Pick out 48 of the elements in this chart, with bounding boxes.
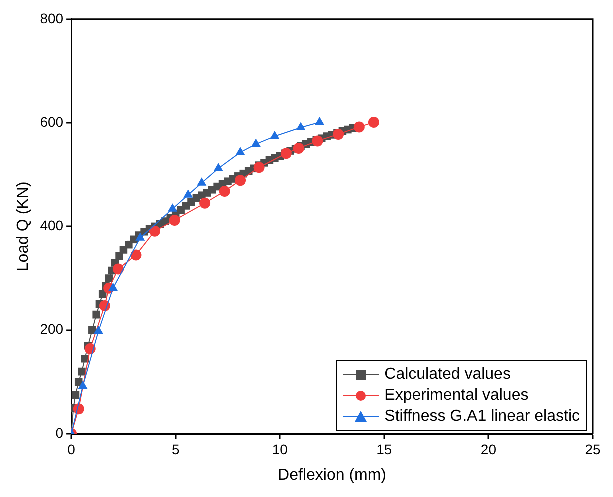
point [368, 117, 380, 128]
x-tick-label: 25 [585, 441, 601, 458]
point [92, 310, 100, 319]
y-tick-label: 600 [40, 114, 64, 130]
point [184, 190, 194, 198]
y-tick-label: 0 [56, 424, 64, 441]
point [254, 162, 265, 174]
point [214, 163, 224, 172]
legend-label: Experimental values [384, 386, 529, 406]
point [130, 250, 142, 261]
x-tick-label: 20 [480, 441, 497, 458]
x-tick-label: 5 [172, 441, 180, 458]
point [293, 142, 304, 154]
point [105, 274, 113, 282]
point [354, 122, 365, 133]
point [315, 117, 325, 126]
point [312, 136, 324, 147]
point [108, 282, 118, 292]
point [333, 128, 344, 140]
point [78, 380, 88, 390]
point [78, 368, 86, 376]
point [270, 131, 280, 140]
point [200, 198, 211, 209]
point [197, 178, 207, 186]
point [168, 204, 178, 212]
y-tick-label: 400 [40, 218, 64, 234]
point [235, 175, 246, 186]
point [84, 344, 96, 355]
point [296, 122, 306, 130]
point [169, 214, 180, 226]
point [219, 186, 230, 197]
point [149, 226, 160, 237]
x-tick-label: 15 [376, 441, 392, 458]
y-tick-label: 200 [40, 321, 64, 338]
point [116, 252, 124, 260]
point [112, 264, 124, 275]
y-tick-label: 800 [40, 10, 64, 26]
point [94, 326, 104, 334]
x-axis-title: Deflexion (mm) [278, 466, 387, 484]
point [280, 148, 292, 160]
x-tick-label: 0 [68, 441, 76, 458]
legend-label: Calculated values [384, 365, 511, 385]
point [236, 147, 246, 156]
point [251, 138, 261, 148]
y-axis-title: Load Q (KN) [15, 182, 32, 272]
point [72, 391, 80, 400]
legend-label: Stiffness G.A1 linear elastic [384, 407, 580, 427]
x-tick-label: 10 [272, 441, 288, 458]
